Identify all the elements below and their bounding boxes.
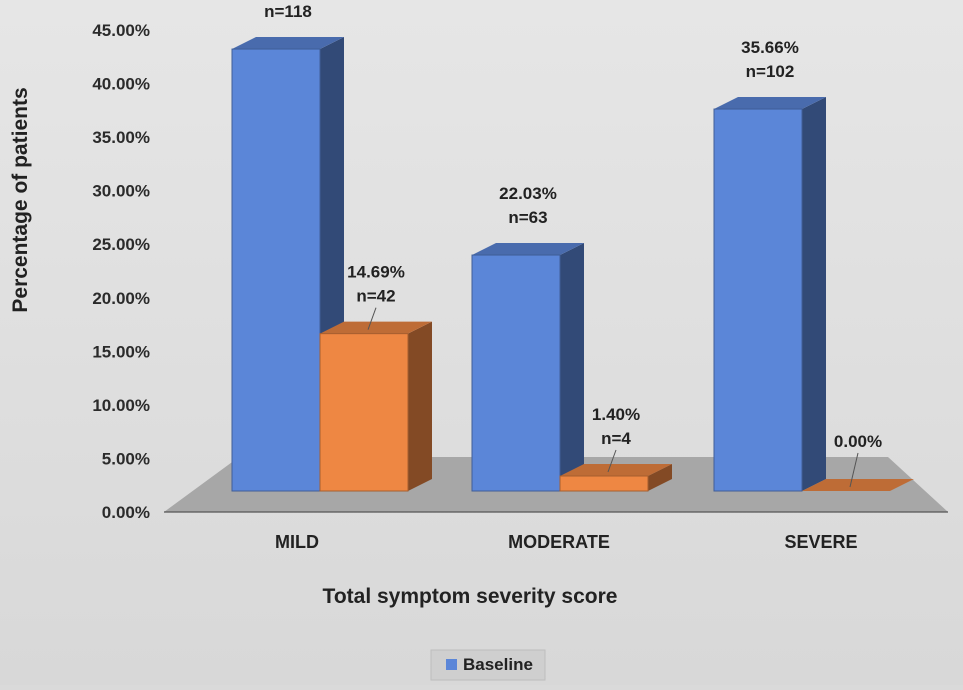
bar-front <box>231 48 321 492</box>
bar-baseline-moderate <box>471 243 584 492</box>
label-leader-line <box>849 452 859 488</box>
bar-side <box>560 243 584 491</box>
data-label: n=42 <box>356 287 395 306</box>
legend-swatch-baseline <box>446 659 457 670</box>
legend-label-baseline: Baseline <box>463 655 533 674</box>
data-label: 35.66% <box>741 38 799 57</box>
y-tick-label: 20.00% <box>92 289 150 308</box>
y-tick-label: 0.00% <box>102 503 150 522</box>
y-axis-title: Percentage of patients <box>9 87 32 312</box>
data-label: 14.69% <box>347 263 405 282</box>
x-tick-label: SEVERE <box>784 532 857 552</box>
x-tick-label: MODERATE <box>508 532 610 552</box>
data-label: n=102 <box>746 62 795 81</box>
data-label: n=4 <box>601 429 631 448</box>
y-tick-label: 35.00% <box>92 128 150 147</box>
bar-front <box>319 333 409 492</box>
bar-top <box>714 97 826 110</box>
bar-series2-severe <box>802 479 914 491</box>
bar-top <box>232 37 344 50</box>
legend: Baseline <box>430 649 546 681</box>
bar-top <box>320 321 432 334</box>
bar-front <box>713 108 803 492</box>
bar-baseline-severe <box>713 97 826 492</box>
x-tick-label: MILD <box>275 532 319 552</box>
bar-side <box>802 97 826 491</box>
x-axis-categories: MILD MODERATE SEVERE <box>275 532 858 552</box>
bar-top <box>802 479 914 491</box>
bar-series2-mild <box>319 321 432 492</box>
y-tick-label: 15.00% <box>92 342 150 361</box>
bar-top <box>472 243 584 256</box>
y-tick-label: 40.00% <box>92 75 150 94</box>
y-tick-label: 5.00% <box>102 449 150 468</box>
data-label: n=63 <box>508 208 547 227</box>
y-axis-ticks: 0.00% 5.00% 10.00% 15.00% 20.00% 25.00% 30.00%… <box>92 21 150 522</box>
label-leader-line <box>367 307 377 330</box>
label-leader-line <box>607 449 617 473</box>
y-tick-label: 25.00% <box>92 235 150 254</box>
data-label: n=118 <box>264 2 312 21</box>
bar-front <box>559 475 649 492</box>
y-tick-label: 10.00% <box>92 396 150 415</box>
bar-side <box>408 321 432 491</box>
data-label: 1.40% <box>592 405 640 424</box>
bar-series2-moderate <box>559 464 672 492</box>
bar-top <box>560 464 672 477</box>
data-labels: 41.26%n=11822.03%n=6335.66%n=10214.69%n=… <box>264 2 882 488</box>
y-tick-label: 30.00% <box>92 182 150 201</box>
bars <box>231 37 914 492</box>
data-label: 22.03% <box>499 184 557 203</box>
data-label: 0.00% <box>834 432 882 451</box>
bar-side <box>648 464 672 491</box>
bar-front <box>471 254 561 492</box>
x-axis-title: Total symptom severity score <box>323 585 618 608</box>
y-tick-label: 45.00% <box>92 21 150 40</box>
